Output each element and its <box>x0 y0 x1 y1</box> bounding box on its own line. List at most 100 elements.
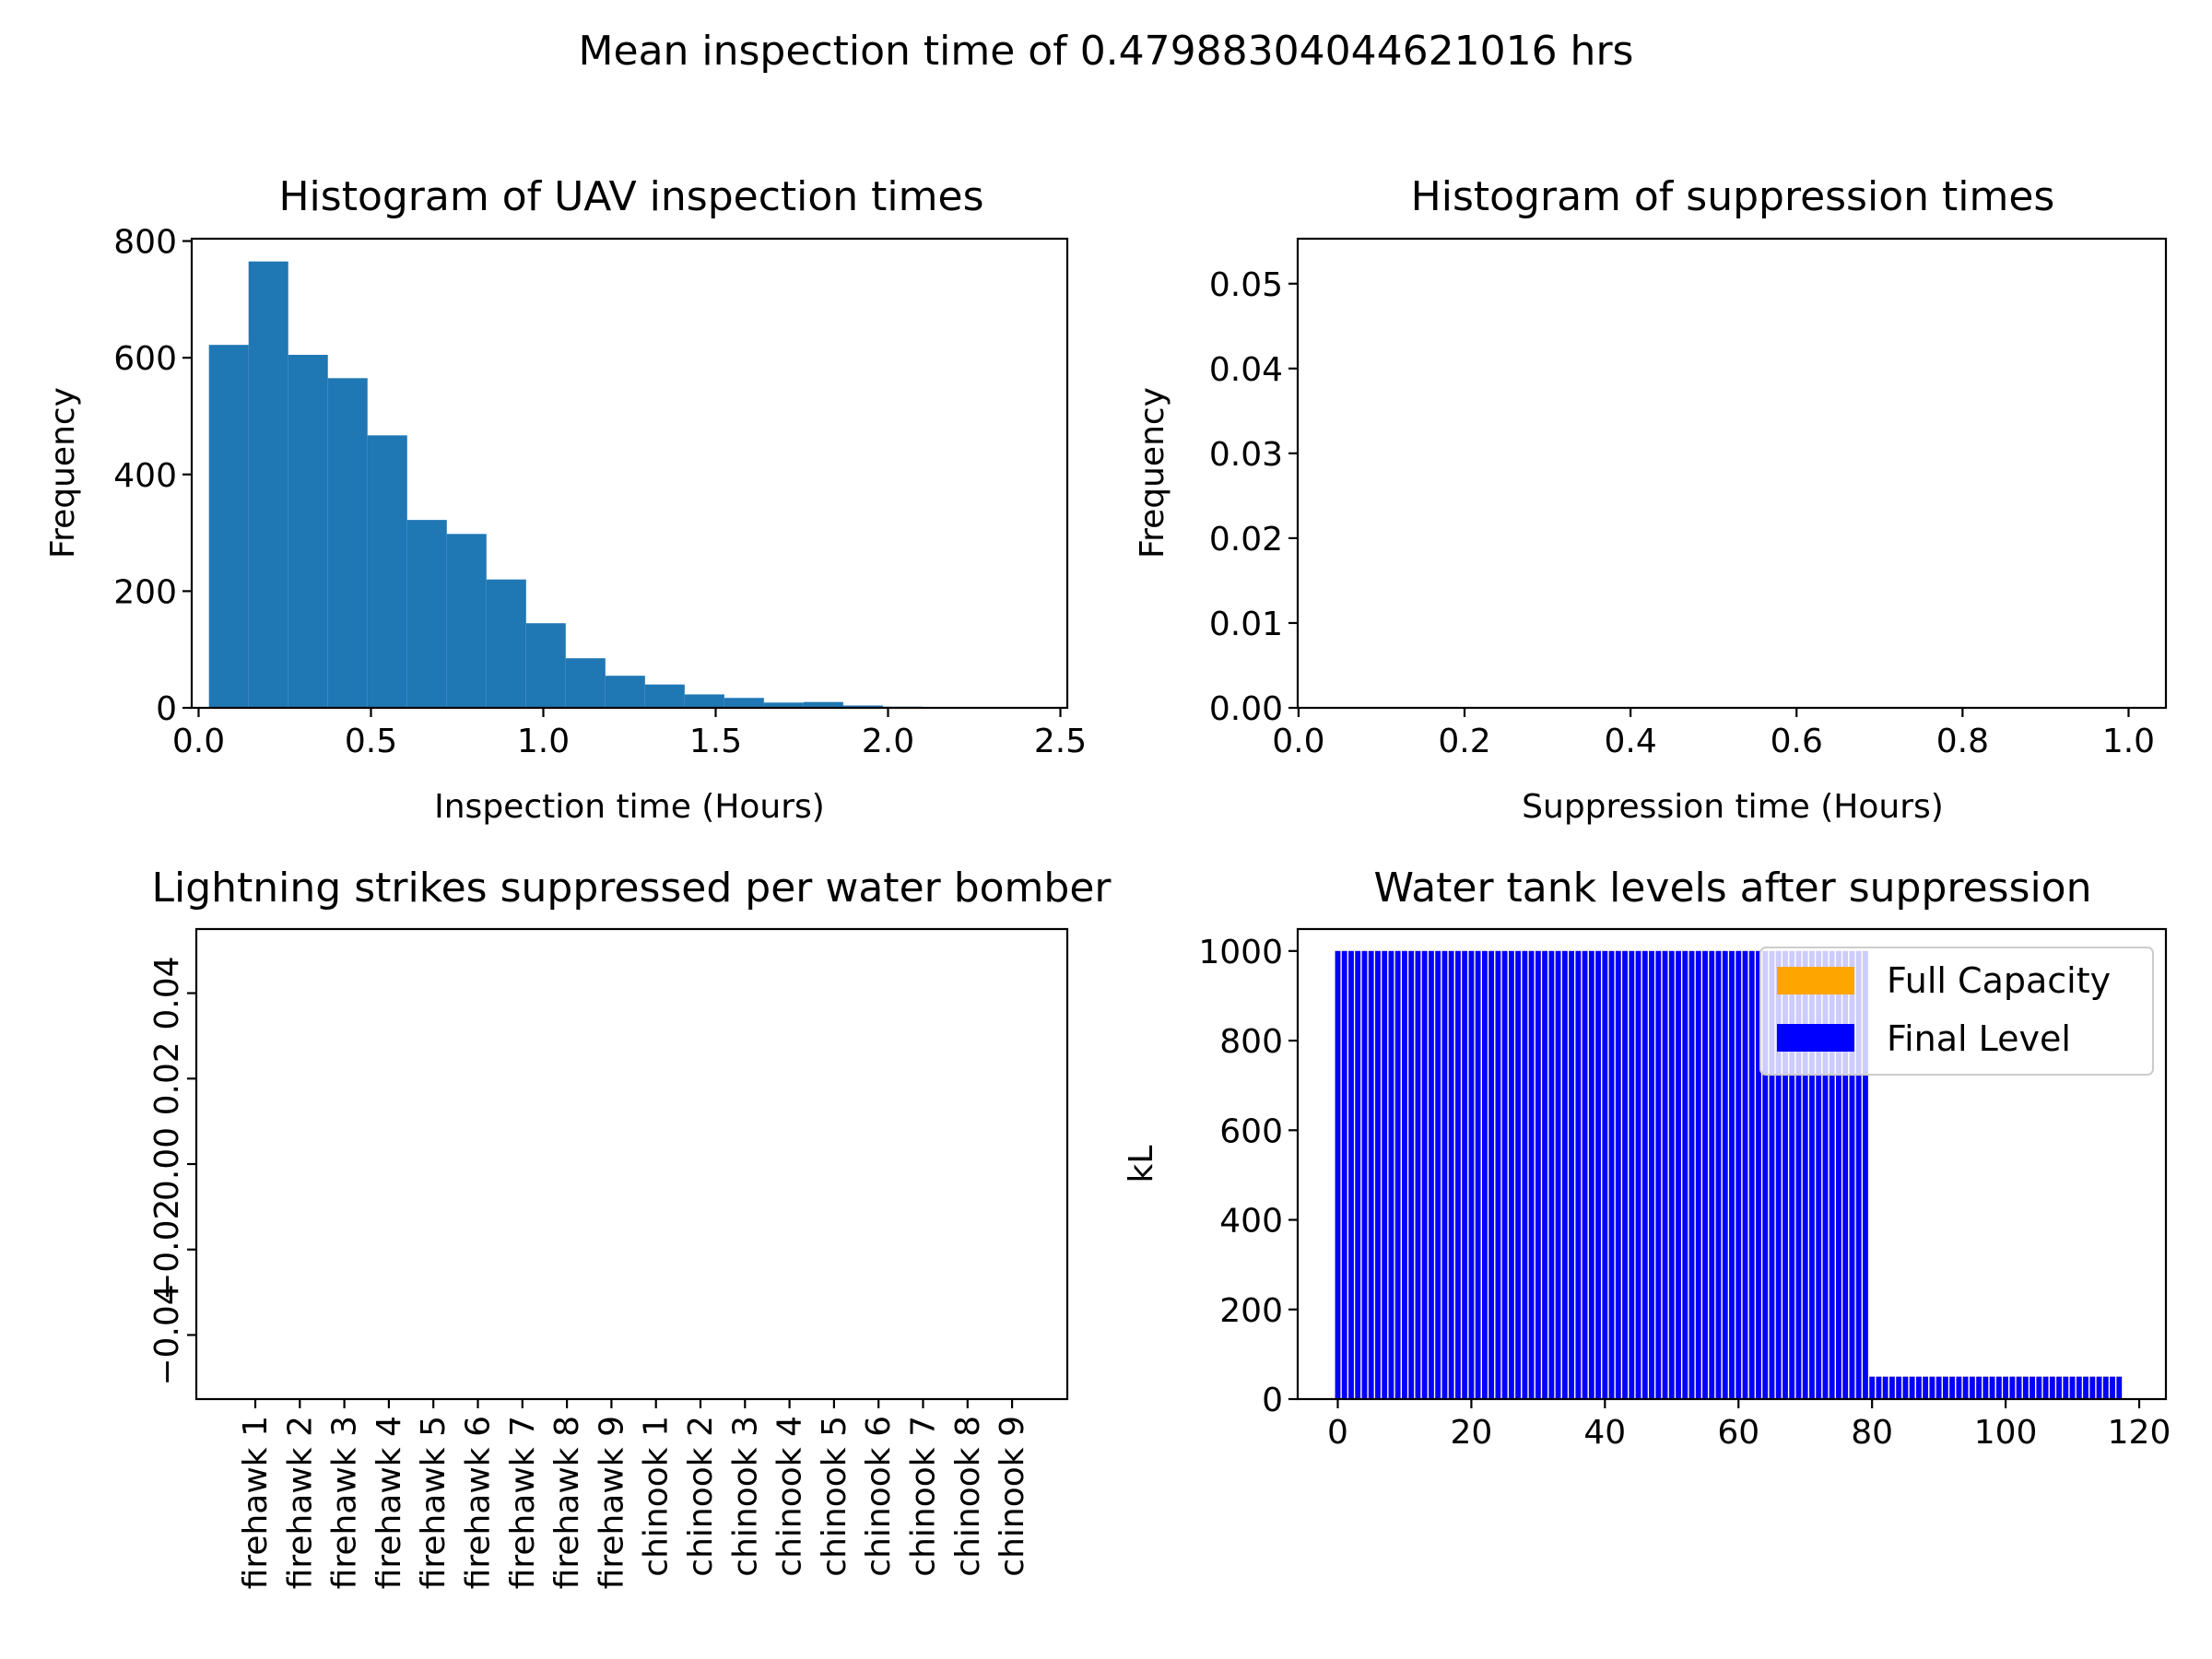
tank-level-bar <box>1635 950 1641 1399</box>
panel-3-category-label: firehawk 6 <box>460 1416 498 1589</box>
tank-level-bar <box>1802 950 1808 1399</box>
tank-level-bar <box>1688 950 1695 1399</box>
tank-level-bar <box>1448 950 1454 1399</box>
panel-1-ylabel: Frequency <box>44 387 82 559</box>
panel-1-ytick-label: 600 <box>113 340 177 378</box>
histogram-bar <box>803 701 843 708</box>
tank-level-bar <box>2056 1376 2062 1399</box>
panel-water-tank-levels: Water tank levels after suppression 0 20 4… <box>1123 865 2171 1452</box>
tank-level-bar <box>1742 950 1748 1399</box>
tank-level-bar <box>1735 950 1742 1399</box>
panel-4-bars <box>1335 950 2123 1399</box>
panel-3-category-label: chinook 7 <box>905 1416 943 1577</box>
panel-4-xtick-label: 20 <box>1450 1414 1492 1452</box>
panel-4-ytick-label: 200 <box>1219 1292 1283 1330</box>
histogram-bar <box>605 676 645 708</box>
tank-level-bar <box>1976 1376 1983 1399</box>
tank-level-bar <box>1641 950 1648 1399</box>
tank-level-bar <box>1995 1376 2002 1399</box>
tank-level-bar <box>1508 950 1514 1399</box>
panel-2-xtick-label: 0.4 <box>1604 723 1656 760</box>
tank-level-bar <box>1748 950 1755 1399</box>
tank-level-bar <box>1582 950 1588 1399</box>
panel-3-category-label: chinook 5 <box>816 1416 853 1577</box>
panel-4-xtick-label: 0 <box>1327 1414 1348 1452</box>
panel-suppression-histogram: Histogram of suppression times 0.0 0.2 0.4… <box>1134 173 2168 826</box>
tank-level-bar <box>1889 1376 1895 1399</box>
tank-level-bar <box>1475 950 1481 1399</box>
panel-3-ytick-label: 0.02 <box>148 1041 186 1115</box>
panel-2-xtick-label: 0.2 <box>1438 723 1490 760</box>
tank-level-bar <box>1655 950 1662 1399</box>
tank-level-bar <box>1682 950 1688 1399</box>
tank-level-bar <box>1515 950 1522 1399</box>
tank-level-bar <box>1488 950 1495 1399</box>
panel-3-category-label: firehawk 4 <box>371 1416 408 1589</box>
panel-3-category-label: firehawk 7 <box>504 1416 542 1589</box>
histogram-bar <box>724 698 764 708</box>
tank-level-bar <box>1368 950 1374 1399</box>
tank-level-bar <box>1535 950 1541 1399</box>
panel-3-category-label: chinook 8 <box>949 1416 987 1577</box>
panel-4-ytick-label: 1000 <box>1198 934 1283 971</box>
panel-1-ytick-label: 0 <box>156 690 177 728</box>
panel-3-category-label: chinook 9 <box>994 1416 1031 1577</box>
panel-2-xlabel: Suppression time (Hours) <box>1522 788 1944 826</box>
tank-level-bar <box>1455 950 1461 1399</box>
panel-1-xlabel: Inspection time (Hours) <box>434 788 825 826</box>
tank-level-bar <box>1595 950 1601 1399</box>
panel-4-ytick-label: 0 <box>1262 1382 1283 1419</box>
panel-4-ytick-label: 400 <box>1219 1203 1283 1241</box>
panel-strikes-per-bomber: Lightning strikes suppressed per water b… <box>148 865 1112 1589</box>
panel-4-ytick-label: 800 <box>1219 1023 1283 1061</box>
panel-3-category-label: chinook 1 <box>638 1416 676 1577</box>
tank-level-bar <box>2049 1376 2055 1399</box>
histogram-bar <box>367 435 407 708</box>
tank-level-bar <box>1842 950 1849 1399</box>
panel-1-xtick-label: 0.0 <box>172 723 225 760</box>
tank-level-bar <box>1468 950 1475 1399</box>
panel-4-xtick-label: 60 <box>1717 1414 1759 1452</box>
panel-3-category-label: firehawk 3 <box>326 1416 364 1589</box>
tank-level-bar <box>1575 950 1582 1399</box>
tank-level-bar <box>1348 950 1354 1399</box>
panel-2-xtick-label: 0.8 <box>1936 723 1989 760</box>
histogram-bar <box>525 623 566 708</box>
tank-level-bar <box>1649 950 1654 1399</box>
tank-level-bar <box>1662 950 1668 1399</box>
histogram-bar <box>248 261 288 708</box>
tank-level-bar <box>1949 1376 1956 1399</box>
tank-level-bar <box>1335 950 1341 1399</box>
panel-3-ytick-label: 0.04 <box>148 956 186 1030</box>
tank-level-bar <box>1983 1376 1989 1399</box>
panel-1-xtick-label: 1.5 <box>689 723 742 760</box>
tank-level-bar <box>2016 1376 2022 1399</box>
tank-level-bar <box>1561 950 1568 1399</box>
panel-3-category-label: firehawk 1 <box>237 1416 275 1589</box>
histogram-bar <box>288 354 328 708</box>
tank-level-bar <box>1849 950 1855 1399</box>
tank-level-bar <box>1775 950 1782 1399</box>
panel-4-xtick-label: 120 <box>2108 1414 2171 1452</box>
panel-1-xtick-label: 2.5 <box>1034 723 1087 760</box>
tank-level-bar <box>1615 950 1621 1399</box>
legend-swatch-final-level <box>1777 1024 1854 1052</box>
panel-4-title: Water tank levels after suppression <box>1374 865 2092 912</box>
tank-level-bar <box>2036 1376 2042 1399</box>
tank-level-bar <box>1915 1376 1922 1399</box>
panel-1-title: Histogram of UAV inspection times <box>278 173 983 220</box>
tank-level-bar <box>1522 950 1528 1399</box>
panel-2-ytick-label: 0.01 <box>1209 606 1283 643</box>
tank-level-bar <box>1622 950 1628 1399</box>
tank-level-bar <box>1501 950 1508 1399</box>
legend-box <box>1759 947 2154 1076</box>
tank-level-bar <box>1783 950 1788 1399</box>
tank-level-bar <box>1969 1376 1975 1399</box>
tank-level-bar <box>1402 950 1407 1399</box>
tank-level-bar <box>1569 950 1574 1399</box>
histogram-bar <box>208 345 249 708</box>
tank-level-bar <box>1462 950 1468 1399</box>
tank-level-bar <box>1588 950 1594 1399</box>
panel-3-category-label: firehawk 5 <box>415 1416 453 1589</box>
